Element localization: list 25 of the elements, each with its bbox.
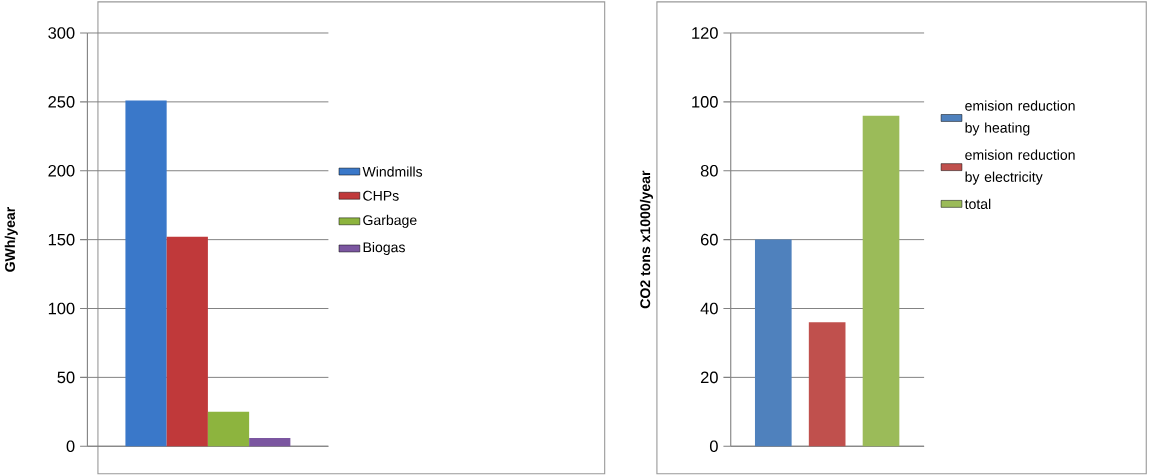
y-tick-label: 100	[48, 302, 75, 315]
bar	[207, 411, 250, 447]
y-tick-label: 120	[692, 27, 718, 39]
y-tick-label: 50	[57, 371, 75, 384]
y-tick-label: 0	[709, 440, 718, 453]
y-tick-label: 100	[692, 96, 718, 108]
y-axis-title: CO2 tons x1000/year	[639, 170, 653, 309]
legend-label: Garbage	[363, 214, 417, 229]
legend-label: total	[964, 198, 991, 210]
y-tick-label: 80	[700, 165, 718, 177]
legend-label: Windmills	[362, 166, 423, 177]
legend-label: CHPs	[363, 190, 399, 201]
bar	[249, 438, 291, 447]
y-tick-label: 250	[48, 96, 75, 108]
legend-label: Biogas	[363, 242, 405, 256]
bar	[125, 100, 167, 447]
y-tick-label: 300	[48, 27, 75, 39]
y-tick-label: 200	[48, 165, 75, 177]
y-tick-label: 150	[48, 233, 75, 246]
y-tick-label: 20	[700, 371, 718, 384]
bar	[166, 237, 208, 447]
y-tick-label: 0	[66, 440, 75, 453]
y-tick-label: 40	[700, 302, 718, 315]
y-tick-label: 60	[700, 233, 718, 246]
y-axis-title: GWh/year	[4, 207, 18, 272]
